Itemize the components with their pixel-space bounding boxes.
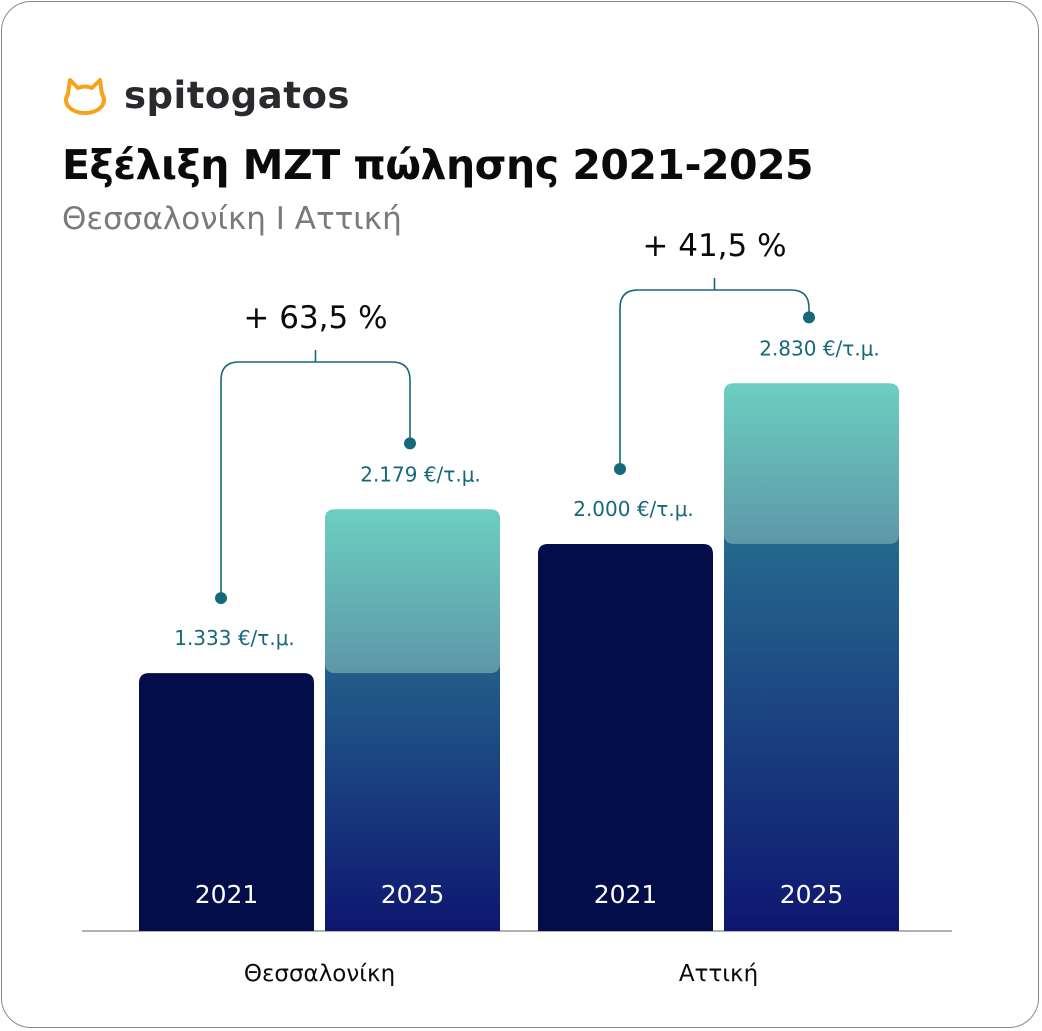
cat-head-icon (64, 78, 106, 115)
bar-2021 (538, 544, 713, 931)
value-label: 2.830 €/τ.μ. (759, 336, 880, 360)
increase-segment (325, 509, 500, 674)
chart-subtitle: Θεσσαλονίκη Ι Αττική (62, 201, 402, 237)
change-label: + 41,5 % (642, 228, 786, 264)
bar-2021 (139, 673, 314, 931)
brand-name: spitogatos (124, 74, 350, 117)
bracket-dot (404, 437, 416, 450)
bar-year-label: 2021 (195, 880, 259, 909)
category-label: Αττική (679, 961, 758, 987)
bracket-dot (215, 592, 227, 605)
brand: spitogatos (62, 74, 350, 118)
increase-segment (724, 383, 899, 544)
value-label: 1.333 €/τ.μ. (174, 626, 295, 650)
bar-year-label: 2021 (594, 880, 658, 909)
bar-year-label: 2025 (780, 880, 844, 909)
bar-year-label: 2025 (381, 880, 445, 909)
change-label: + 63,5 % (243, 300, 387, 336)
value-label: 2.179 €/τ.μ. (360, 462, 481, 486)
value-label: 2.000 €/τ.μ. (573, 497, 694, 521)
category-label: Θεσσαλονίκη (244, 961, 395, 987)
bracket-dot (614, 463, 626, 475)
chart-title: Εξέλιξη ΜΖΤ πώλησης 2021-2025 (62, 141, 814, 189)
bracket-dot (803, 311, 815, 324)
